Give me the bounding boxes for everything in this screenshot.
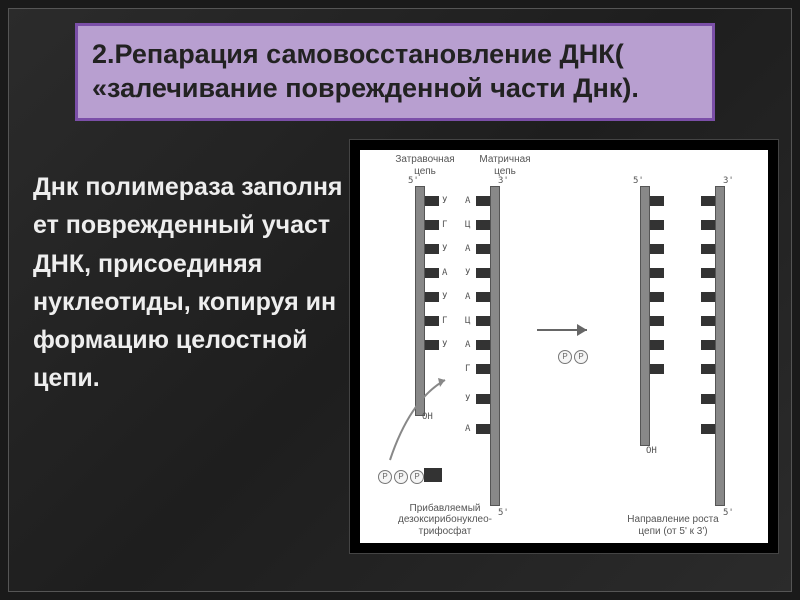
slide-container: 2.Репарация самовосстановление ДНК( «зал… bbox=[8, 8, 792, 592]
arrow-icon bbox=[532, 310, 602, 350]
dna-strand bbox=[715, 186, 725, 506]
base-letter: Ц bbox=[465, 316, 470, 326]
phosphate-circle: Р bbox=[378, 470, 392, 484]
end-label: 5' bbox=[408, 176, 419, 186]
base-letter: А bbox=[465, 340, 470, 350]
base-letter: Г bbox=[442, 220, 447, 230]
end-label: 3' bbox=[498, 176, 509, 186]
base-letter: У bbox=[442, 244, 447, 254]
title-text: 2.Репарация самовосстановление ДНК( «зал… bbox=[92, 39, 639, 103]
title-box: 2.Репарация самовосстановление ДНК( «зал… bbox=[75, 23, 715, 121]
oh-label: OH bbox=[422, 412, 433, 422]
phosphate-circle: Р bbox=[558, 350, 572, 364]
base-letter: А bbox=[465, 196, 470, 206]
figure-label-top-right: Матричнаяцепь bbox=[470, 154, 540, 177]
base-letter: А bbox=[465, 292, 470, 302]
end-label: 3' bbox=[723, 176, 734, 186]
figure-inner: Затравочнаяцепь Матричнаяцепь 5' 3' 5' bbox=[360, 150, 768, 543]
base-letter: У bbox=[442, 340, 447, 350]
base-letter: А bbox=[442, 268, 447, 278]
dna-strand bbox=[640, 186, 650, 446]
incoming-base bbox=[424, 468, 442, 482]
base-letter: А bbox=[465, 244, 470, 254]
base-letter: Ц bbox=[465, 220, 470, 230]
figure-label-top-left: Затравочнаяцепь bbox=[390, 154, 460, 177]
base-letter: Г bbox=[442, 316, 447, 326]
end-label: 5' bbox=[633, 176, 644, 186]
figure-label-bottom-right: Направление ростацепи (от 5' к 3') bbox=[588, 514, 758, 537]
figure-box: Затравочнаяцепь Матричнаяцепь 5' 3' 5' bbox=[349, 139, 779, 554]
dna-strand bbox=[490, 186, 500, 506]
phosphate-circle: Р bbox=[394, 470, 408, 484]
oh-label: OH bbox=[646, 446, 657, 456]
base-letter: У bbox=[442, 196, 447, 206]
base-letter: У bbox=[442, 292, 447, 302]
figure-label-bottom-left: Прибавляемыйдезоксирибонуклео-трифосфат bbox=[370, 503, 520, 538]
phosphate-circle: Р bbox=[410, 470, 424, 484]
base-letter: У bbox=[465, 268, 470, 278]
phosphate-circle: Р bbox=[574, 350, 588, 364]
